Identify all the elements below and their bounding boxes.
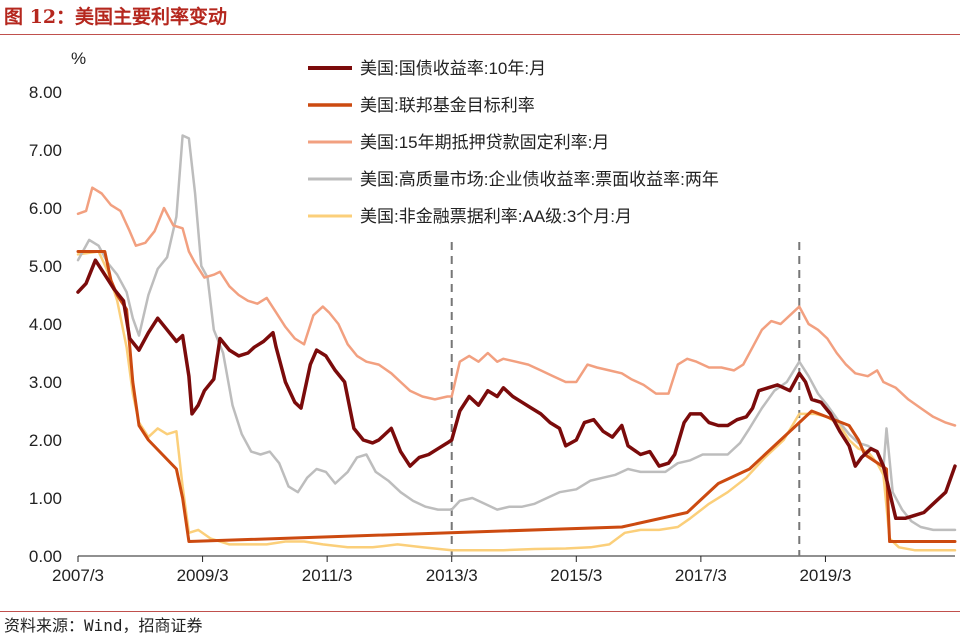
y-tick-label: 5.00 <box>29 257 62 276</box>
line-chart: % 0.00 1.00 2.00 3.00 4.00 5.00 6.00 7.00 8.00 200… <box>29 49 957 585</box>
x-tick-label: 2019/3 <box>799 566 851 585</box>
y-tick-label: 8.00 <box>29 83 62 102</box>
x-tick-label: 2009/3 <box>177 566 229 585</box>
series-line <box>76 258 957 521</box>
legend-label: 美国:高质量市场:企业债收益率:票面收益率:两年 <box>360 170 719 189</box>
series-line <box>76 250 957 552</box>
figure-title: 图 12：美国主要利率变动 <box>4 6 228 28</box>
plot-area <box>76 134 957 552</box>
legend-label: 美国:15年期抵押贷款固定利率:月 <box>360 133 609 152</box>
x-tick-label: 2015/3 <box>550 566 602 585</box>
chart-legend: 美国:国债收益率:10年:月美国:联邦基金目标利率美国:15年期抵押贷款固定利率… <box>308 59 719 226</box>
y-tick-label: 1.00 <box>29 489 62 508</box>
x-tick-label: 2011/3 <box>302 566 353 585</box>
legend-label: 美国:联邦基金目标利率 <box>360 96 535 115</box>
reference-lines <box>450 242 801 556</box>
series-line <box>76 186 957 427</box>
y-tick-label: 6.00 <box>29 199 62 218</box>
y-tick-label: 0.00 <box>29 547 62 566</box>
title-divider <box>0 34 960 35</box>
legend-label: 美国:国债收益率:10年:月 <box>360 59 546 78</box>
chart-axes: % 0.00 1.00 2.00 3.00 4.00 5.00 6.00 7.00 8.00 200… <box>29 49 955 585</box>
footer-divider <box>0 611 960 612</box>
y-tick-label: 4.00 <box>29 315 62 334</box>
legend-label: 美国:非金融票据利率:AA级:3个月:月 <box>360 207 632 226</box>
y-tick-label: 7.00 <box>29 141 62 160</box>
y-tick-label: 2.00 <box>29 431 62 450</box>
y-unit-label: % <box>71 49 86 68</box>
y-tick-label: 3.00 <box>29 373 62 392</box>
series-line <box>76 134 957 532</box>
x-tick-label: 2013/3 <box>426 566 478 585</box>
x-tick-label: 2017/3 <box>675 566 727 585</box>
source-note: 资料来源：Wind，招商证券 <box>4 616 203 635</box>
x-tick-label: 2007/3 <box>52 566 104 585</box>
